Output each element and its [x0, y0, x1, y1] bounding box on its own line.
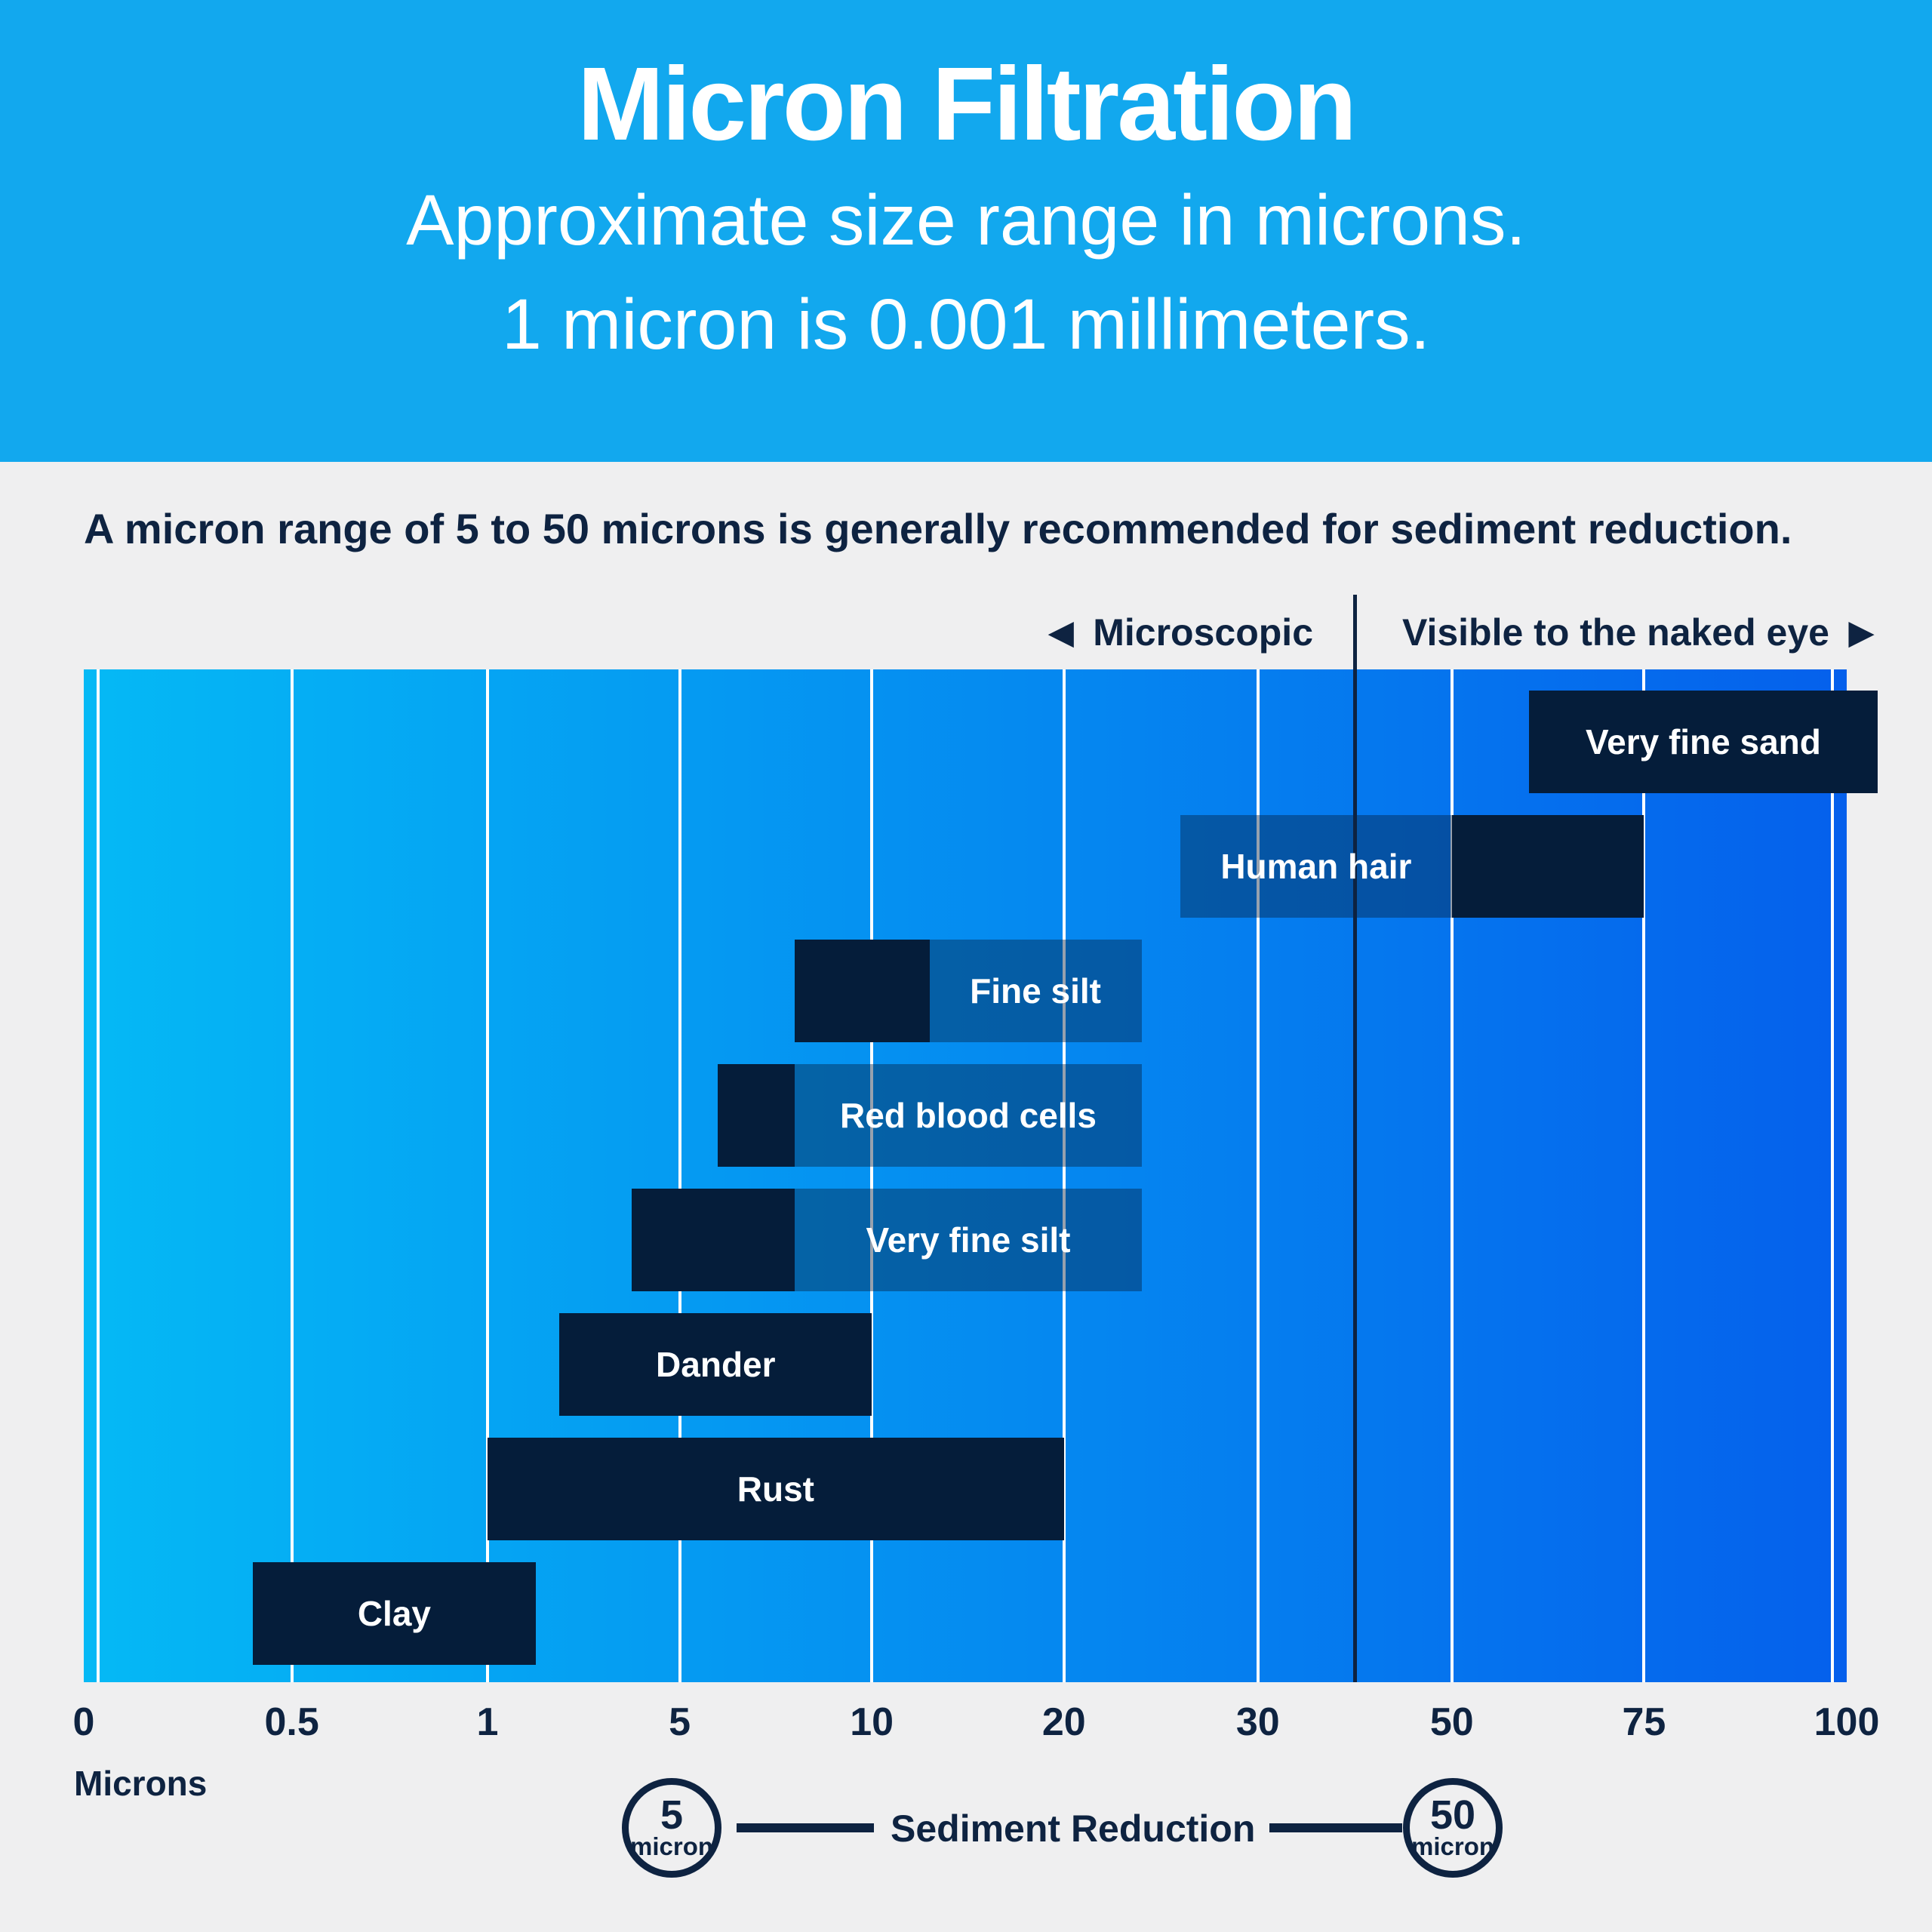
gridline	[870, 669, 874, 1682]
x-axis-tick: 10	[850, 1700, 894, 1744]
plot-area: Very fine sand Human hair Fine silt Red blo…	[84, 669, 1878, 1682]
page-title: Micron Filtration	[577, 46, 1357, 162]
bar-solid: Dander	[559, 1313, 872, 1416]
legend-connector-right	[1269, 1823, 1402, 1832]
legend-connector-left	[737, 1823, 874, 1832]
legend-circle-50-unit: micron	[1411, 1832, 1495, 1860]
bar-label: Very fine silt	[866, 1220, 1071, 1260]
bar-solid	[795, 940, 930, 1042]
chart-row-red-blood-cells: Red blood cells	[84, 1064, 1847, 1167]
gridline	[290, 669, 294, 1682]
zone-visible: Visible to the naked eye ▶	[1402, 610, 1873, 655]
chart-row-clay: Clay	[84, 1562, 1847, 1665]
chart-row-very-fine-sand: Very fine sand	[84, 691, 1878, 793]
x-axis-tick: 100	[1814, 1700, 1880, 1744]
bar-solid	[631, 1189, 795, 1291]
gridline	[96, 669, 100, 1682]
gridline	[1831, 669, 1835, 1682]
gridline	[1450, 669, 1454, 1682]
gridline	[678, 669, 681, 1682]
zone-visible-label: Visible to the naked eye	[1402, 611, 1829, 654]
x-axis-tick: 0	[72, 1700, 95, 1744]
chart-row-human-hair: Human hair	[84, 815, 1847, 918]
x-axis-tick: 5	[669, 1700, 691, 1744]
bar-label: Very fine sand	[1585, 722, 1821, 761]
bar-range-panel: Very fine silt	[795, 1189, 1142, 1291]
x-axis-tick: 20	[1041, 1700, 1086, 1744]
x-axis-tick: 1	[476, 1700, 499, 1744]
x-axis-title: Microns	[74, 1764, 208, 1803]
x-axis-tick: 0.5	[264, 1700, 319, 1744]
header: Micron Filtration Approximate size range…	[0, 0, 1932, 462]
zone-microscopic-label: Microscopic	[1093, 611, 1313, 654]
chart-row-dander: Dander	[84, 1313, 1847, 1416]
x-axis-tick: 30	[1235, 1700, 1280, 1744]
subtitle-line-1: Approximate size range in microns.	[406, 180, 1526, 260]
bar-range-panel: Red blood cells	[795, 1064, 1142, 1167]
legend-circle-5-unit: micron	[629, 1832, 714, 1860]
gridline	[1642, 669, 1646, 1682]
right-arrow-icon: ▶	[1848, 614, 1874, 650]
intro-text: A micron range of 5 to 50 microns is gen…	[84, 505, 1792, 552]
subtitle-line-2: 1 micron is 0.001 millimeters.	[501, 285, 1431, 365]
bar-label: Rust	[737, 1469, 814, 1509]
legend-circle-5-value: 5	[660, 1792, 684, 1838]
bar-label: Fine silt	[970, 971, 1101, 1011]
gridline	[1062, 669, 1066, 1682]
legend-circle-50-micron: 50 micron	[1403, 1778, 1503, 1878]
bar-range-panel: Fine silt	[929, 940, 1142, 1042]
legend-circle-5-micron: 5 micron	[622, 1778, 721, 1878]
bar-solid: Clay	[253, 1562, 536, 1665]
zone-microscopic: ◀ Microscopic	[1049, 610, 1313, 655]
bar-solid	[718, 1064, 795, 1167]
bar-label: Clay	[357, 1594, 431, 1633]
chart-row-fine-silt: Fine silt	[84, 940, 1847, 1042]
x-axis-tick: 50	[1429, 1700, 1474, 1744]
bar-solid: Rust	[487, 1438, 1064, 1540]
chart-row-very-fine-silt: Very fine silt	[84, 1189, 1847, 1291]
bar-solid	[1451, 815, 1644, 918]
bar-label: Red blood cells	[839, 1096, 1097, 1135]
zone-divider-line	[1353, 595, 1358, 1682]
left-arrow-icon: ◀	[1048, 614, 1074, 650]
bar-label: Human hair	[1220, 847, 1412, 886]
chart-row-rust: Rust	[84, 1438, 1847, 1540]
gridline	[485, 669, 489, 1682]
legend-circle-50-value: 50	[1429, 1792, 1476, 1838]
bar-solid: Very fine sand	[1528, 691, 1878, 793]
gridline	[1256, 669, 1260, 1682]
bar-label: Dander	[656, 1345, 776, 1384]
x-axis: 0 0.5 1 5 10 20 30 50 75 100	[73, 1700, 1880, 1748]
legend-label: Sediment Reduction	[891, 1807, 1256, 1850]
x-axis-tick: 75	[1622, 1700, 1666, 1744]
bar-range-panel: Human hair	[1180, 815, 1452, 918]
